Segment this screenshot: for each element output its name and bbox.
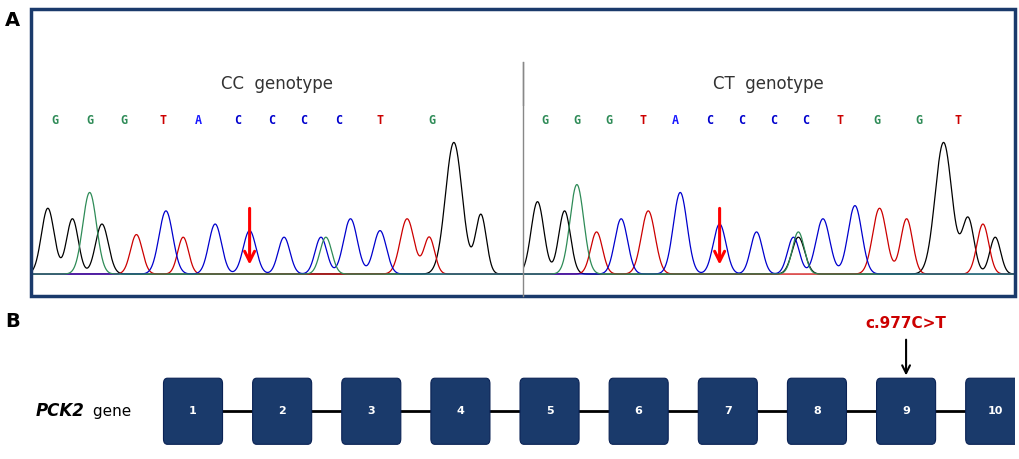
FancyBboxPatch shape: [430, 378, 489, 444]
Text: A: A: [5, 11, 20, 30]
FancyBboxPatch shape: [698, 378, 756, 444]
FancyBboxPatch shape: [965, 378, 1019, 444]
Text: 7: 7: [723, 406, 731, 416]
Text: T: T: [376, 114, 383, 127]
Text: PCK2  c.977C>T(p.Pro326Leu): PCK2 c.977C>T(p.Pro326Leu): [370, 27, 675, 45]
Text: 6: 6: [634, 406, 642, 416]
Text: PCK2: PCK2: [36, 402, 85, 420]
FancyBboxPatch shape: [608, 378, 667, 444]
Text: C: C: [738, 114, 745, 127]
Text: T: T: [954, 114, 961, 127]
Text: G: G: [86, 114, 93, 127]
Text: 2: 2: [278, 406, 285, 416]
Text: CT  genotype: CT genotype: [712, 75, 823, 93]
FancyBboxPatch shape: [787, 378, 846, 444]
Text: G: G: [604, 114, 611, 127]
FancyBboxPatch shape: [875, 378, 934, 444]
FancyBboxPatch shape: [253, 378, 312, 444]
Text: B: B: [5, 312, 19, 331]
Text: C: C: [268, 114, 275, 127]
Text: C: C: [300, 114, 307, 127]
FancyBboxPatch shape: [163, 378, 222, 444]
Text: 9: 9: [901, 406, 909, 416]
Text: 5: 5: [545, 406, 553, 416]
Text: G: G: [573, 114, 580, 127]
Text: T: T: [160, 114, 167, 127]
Text: 1: 1: [189, 406, 197, 416]
Text: A: A: [672, 114, 679, 127]
Text: C: C: [769, 114, 776, 127]
Text: G: G: [541, 114, 548, 127]
Text: 8: 8: [812, 406, 820, 416]
Text: G: G: [872, 114, 879, 127]
Text: T: T: [639, 114, 646, 127]
Text: C: C: [233, 114, 240, 127]
FancyBboxPatch shape: [520, 378, 579, 444]
Text: 4: 4: [457, 406, 464, 416]
Text: G: G: [428, 114, 435, 127]
Text: G: G: [120, 114, 127, 127]
Text: 3: 3: [367, 406, 375, 416]
Text: A: A: [195, 114, 202, 127]
Text: G: G: [52, 114, 59, 127]
FancyBboxPatch shape: [341, 378, 400, 444]
Text: CC  genotype: CC genotype: [220, 75, 332, 93]
Text: gene: gene: [88, 404, 130, 419]
Text: C: C: [801, 114, 808, 127]
Text: G: G: [914, 114, 921, 127]
Text: C: C: [334, 114, 341, 127]
Text: 10: 10: [986, 406, 1002, 416]
Text: T: T: [836, 114, 843, 127]
Text: c.977C>T: c.977C>T: [865, 316, 946, 331]
Text: C: C: [705, 114, 712, 127]
